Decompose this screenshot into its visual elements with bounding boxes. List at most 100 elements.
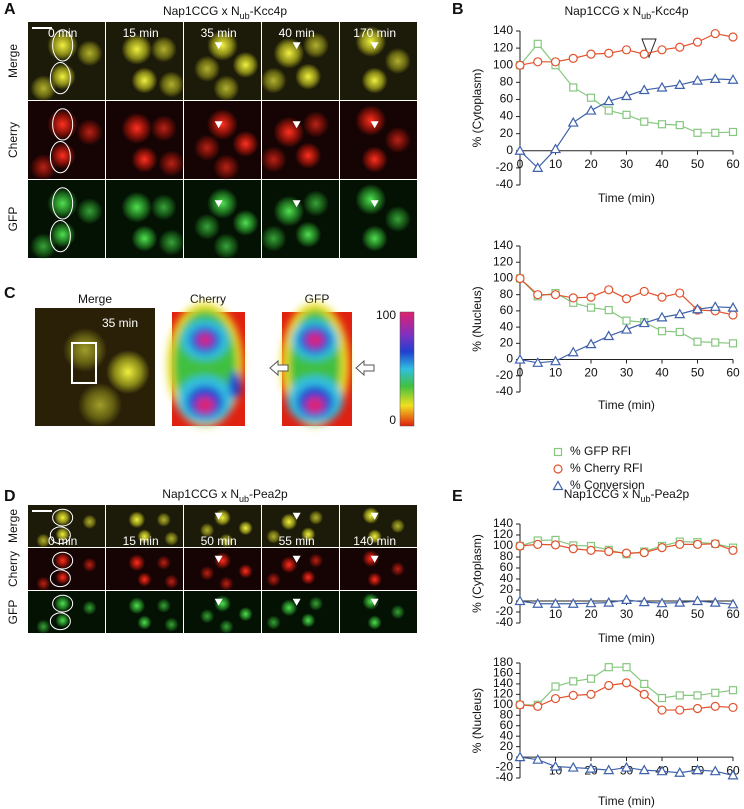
cell bbox=[390, 604, 405, 620]
cell bbox=[390, 561, 405, 577]
data-point bbox=[604, 546, 614, 557]
image-label: Merge bbox=[78, 292, 112, 306]
row-label: Merge bbox=[6, 509, 20, 543]
data-point bbox=[657, 120, 667, 129]
data-point bbox=[657, 693, 667, 703]
y-tick-label: 160 bbox=[493, 666, 513, 680]
heatmap bbox=[167, 303, 245, 427]
cell bbox=[384, 205, 411, 233]
y-axis-label: % (Nucleus) bbox=[470, 688, 484, 753]
heat-level bbox=[229, 371, 241, 399]
data-point bbox=[693, 128, 702, 137]
cell bbox=[137, 529, 152, 544]
data-point bbox=[728, 32, 738, 42]
data-point bbox=[656, 765, 668, 776]
data-point bbox=[550, 290, 561, 300]
data-point bbox=[533, 290, 543, 300]
cell bbox=[121, 112, 153, 144]
data-point bbox=[692, 37, 703, 47]
data-point bbox=[549, 143, 562, 154]
data-point bbox=[693, 337, 702, 346]
cell bbox=[207, 109, 238, 140]
cell bbox=[207, 30, 238, 61]
data-point bbox=[568, 53, 578, 63]
cell bbox=[156, 555, 171, 570]
y-tick-label: 120 bbox=[493, 40, 513, 54]
cell bbox=[36, 576, 51, 591]
cell-outline bbox=[49, 62, 71, 95]
panel-title: Nap1CCG x Nub-Pea2p bbox=[162, 487, 288, 504]
x-tick-label: 40 bbox=[655, 366, 669, 380]
panel-label: D bbox=[4, 488, 16, 505]
cell bbox=[260, 67, 287, 94]
annotation-triangle bbox=[641, 38, 657, 59]
cell bbox=[355, 184, 387, 215]
cell bbox=[302, 32, 329, 59]
data-point bbox=[657, 45, 667, 55]
data-point bbox=[709, 73, 721, 84]
cell bbox=[280, 556, 298, 574]
cell bbox=[137, 572, 152, 587]
y-tick-label: 0 bbox=[506, 143, 513, 157]
cell-outline bbox=[49, 141, 71, 174]
data-point bbox=[585, 338, 597, 349]
data-point bbox=[710, 539, 720, 549]
time-label: 35 min bbox=[102, 316, 138, 330]
time-label: 35 min bbox=[201, 26, 237, 40]
cell-outline bbox=[52, 187, 74, 220]
cell bbox=[199, 523, 215, 538]
data-point bbox=[639, 286, 649, 297]
data-point bbox=[622, 316, 631, 325]
data-point bbox=[567, 761, 579, 772]
y-tick-label: 120 bbox=[493, 687, 513, 701]
data-point bbox=[551, 682, 560, 691]
chart-title: Nap1CCG x Nub-Pea2p bbox=[564, 487, 690, 504]
data-point bbox=[657, 543, 667, 553]
y-tick-label: -20 bbox=[496, 760, 514, 774]
y-axis-label: % (Cytoplasm) bbox=[470, 534, 484, 613]
data-point bbox=[586, 93, 596, 102]
data-point bbox=[656, 311, 668, 322]
data-point bbox=[675, 327, 684, 337]
cell bbox=[361, 67, 388, 94]
data-point bbox=[533, 539, 543, 549]
cell bbox=[301, 570, 316, 585]
legend-label: % Cherry RFI bbox=[570, 461, 643, 475]
y-tick-label: 80 bbox=[500, 287, 514, 301]
x-tick-label: 50 bbox=[691, 157, 705, 171]
y-tick-label: -40 bbox=[496, 177, 514, 191]
cell bbox=[207, 188, 238, 219]
cell bbox=[131, 146, 158, 173]
y-tick-label: -20 bbox=[496, 604, 514, 618]
data-point bbox=[675, 121, 684, 130]
arrowhead bbox=[292, 42, 301, 50]
title-part: ub bbox=[640, 494, 650, 504]
data-point bbox=[640, 679, 649, 689]
data-point bbox=[621, 548, 632, 558]
arrowhead bbox=[370, 42, 379, 50]
cell bbox=[47, 30, 79, 61]
title-part: -Pea2p bbox=[249, 487, 288, 501]
cell bbox=[82, 557, 97, 572]
cell bbox=[295, 63, 322, 90]
cell bbox=[76, 198, 103, 225]
y-tick-label: 40 bbox=[500, 109, 514, 123]
x-tick-label: 60 bbox=[726, 366, 740, 380]
cell bbox=[36, 533, 51, 548]
y-tick-label: -20 bbox=[496, 160, 514, 174]
x-tick-label: 50 bbox=[691, 366, 705, 380]
data-point bbox=[710, 28, 720, 39]
arrowhead bbox=[214, 200, 223, 208]
data-point bbox=[622, 663, 631, 672]
y-tick-label: -40 bbox=[496, 384, 514, 398]
data-point bbox=[709, 596, 721, 607]
data-point bbox=[675, 42, 685, 52]
legend-marker bbox=[553, 447, 563, 457]
cell bbox=[47, 109, 79, 140]
y-tick-label: 140 bbox=[493, 516, 513, 530]
data-point bbox=[586, 674, 596, 683]
data-point bbox=[603, 95, 615, 106]
time-label: 15 min bbox=[123, 26, 159, 40]
cell bbox=[82, 514, 97, 529]
data-point bbox=[568, 293, 578, 303]
